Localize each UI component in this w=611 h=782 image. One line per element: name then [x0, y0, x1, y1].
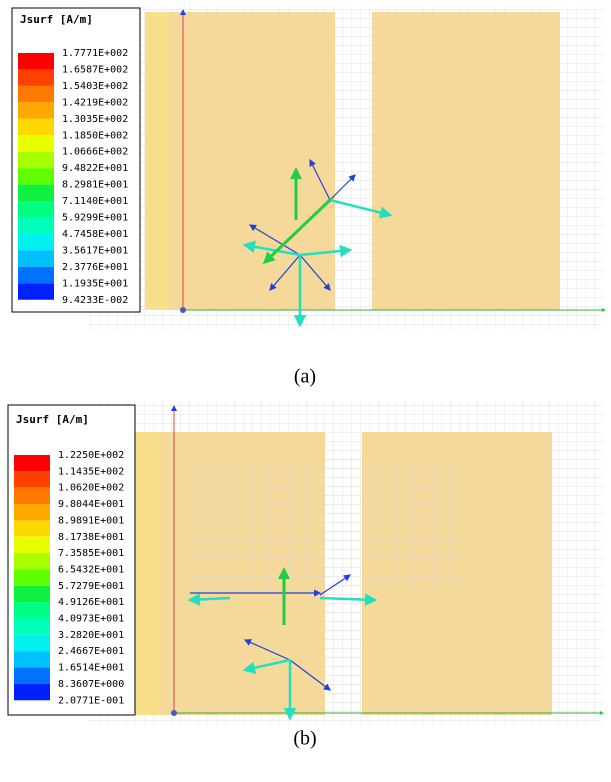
legend-label: 8.2981E+001: [62, 180, 128, 191]
plot-a: [88, 5, 606, 330]
legend-label: 1.0620E+002: [58, 483, 124, 494]
origin: [171, 710, 177, 716]
caption: (a): [294, 366, 316, 388]
color-swatch: [18, 53, 54, 70]
color-swatch: [18, 184, 54, 202]
color-swatch: [14, 667, 50, 684]
gap: [325, 590, 362, 715]
color-swatch: [18, 266, 54, 284]
legend-label: 5.7279E+001: [58, 581, 124, 592]
legend-label: 1.3035E+002: [62, 114, 128, 125]
color-swatch: [18, 250, 54, 267]
color-swatch: [14, 471, 50, 488]
patch: [372, 12, 560, 310]
legend-label: 2.3776E+001: [62, 262, 128, 273]
color-swatch: [14, 634, 50, 652]
legend-label: 9.4233E-002: [62, 295, 128, 306]
legend-label: 1.1850E+002: [62, 130, 128, 141]
legend-label: 1.4219E+002: [62, 97, 128, 108]
color-swatch: [18, 102, 54, 119]
caption: (b): [293, 728, 316, 750]
legend-label: 1.1935E+001: [62, 278, 128, 289]
legend-label: 1.7771E+002: [62, 48, 128, 59]
color-swatch: [18, 201, 54, 218]
legend-label: 1.1435E+002: [58, 466, 124, 477]
color-swatch: [18, 168, 54, 185]
legend-label: 6.5432E+001: [58, 564, 124, 575]
legend-label: 7.1140E+001: [62, 196, 128, 207]
color-swatch: [14, 651, 50, 668]
color-swatch: [14, 504, 50, 521]
legend-label: 3.5617E+001: [62, 245, 128, 256]
legend-label: 9.4822E+001: [62, 163, 128, 174]
legend: Jsurf [A/m] 1.2250E+002 1.1435E+002 1.0620E…: [7, 404, 136, 716]
legend-label: 1.5403E+002: [62, 81, 128, 92]
legend-label: 1.0666E+002: [62, 147, 128, 158]
legend-label: 8.9891E+001: [58, 515, 124, 526]
legend-label: 4.0973E+001: [58, 614, 124, 625]
color-swatch: [14, 618, 50, 635]
plot-b: [88, 400, 604, 725]
legend-label: 2.4667E+001: [58, 646, 124, 657]
current-arrows: [187, 567, 378, 721]
color-swatch: [14, 683, 50, 701]
legend-label: 2.0771E-001: [58, 695, 124, 706]
color-swatch: [18, 283, 54, 300]
legend-label: 3.2820E+001: [58, 630, 124, 641]
legend-title: Jsurf [A/m]: [16, 413, 89, 426]
patch: [145, 12, 335, 310]
color-swatch: [18, 217, 54, 234]
legend-label: 8.3607E+000: [58, 679, 124, 690]
slot: [185, 458, 465, 590]
color-swatch: [18, 151, 54, 169]
color-swatch: [14, 536, 50, 554]
feed-strip: [145, 12, 168, 310]
color-swatch: [18, 118, 54, 136]
legend-label: 8.1738E+001: [58, 532, 124, 543]
legend-label: 5.9299E+001: [62, 213, 128, 224]
color-swatch: [14, 553, 50, 570]
color-swatch: [14, 569, 50, 586]
color-swatch: [14, 602, 50, 619]
color-swatch: [14, 487, 50, 505]
current-arrows: [242, 158, 393, 328]
origin: [180, 307, 186, 313]
legend-label: 1.6587E+002: [62, 64, 128, 75]
legend-label: 9.8044E+001: [58, 499, 124, 510]
legend-label: 7.3585E+001: [58, 548, 124, 559]
legend-title: Jsurf [A/m]: [20, 13, 93, 26]
legend-label: 4.9126E+001: [58, 597, 124, 608]
color-swatch: [14, 455, 50, 472]
legend-label: 1.2250E+002: [58, 450, 124, 461]
legend-label: 4.7458E+001: [62, 229, 128, 240]
legend-label: 1.6514E+001: [58, 663, 124, 674]
color-swatch: [18, 135, 54, 152]
legend: Jsurf [A/m] 1.7771E+002 1.6587E+002 1.5403E…: [11, 7, 141, 313]
feed-strip: [135, 432, 160, 715]
color-swatch: [18, 69, 54, 86]
color-swatch: [18, 233, 54, 251]
color-swatch: [14, 585, 50, 603]
color-swatch: [18, 85, 54, 103]
color-swatch: [14, 520, 50, 537]
